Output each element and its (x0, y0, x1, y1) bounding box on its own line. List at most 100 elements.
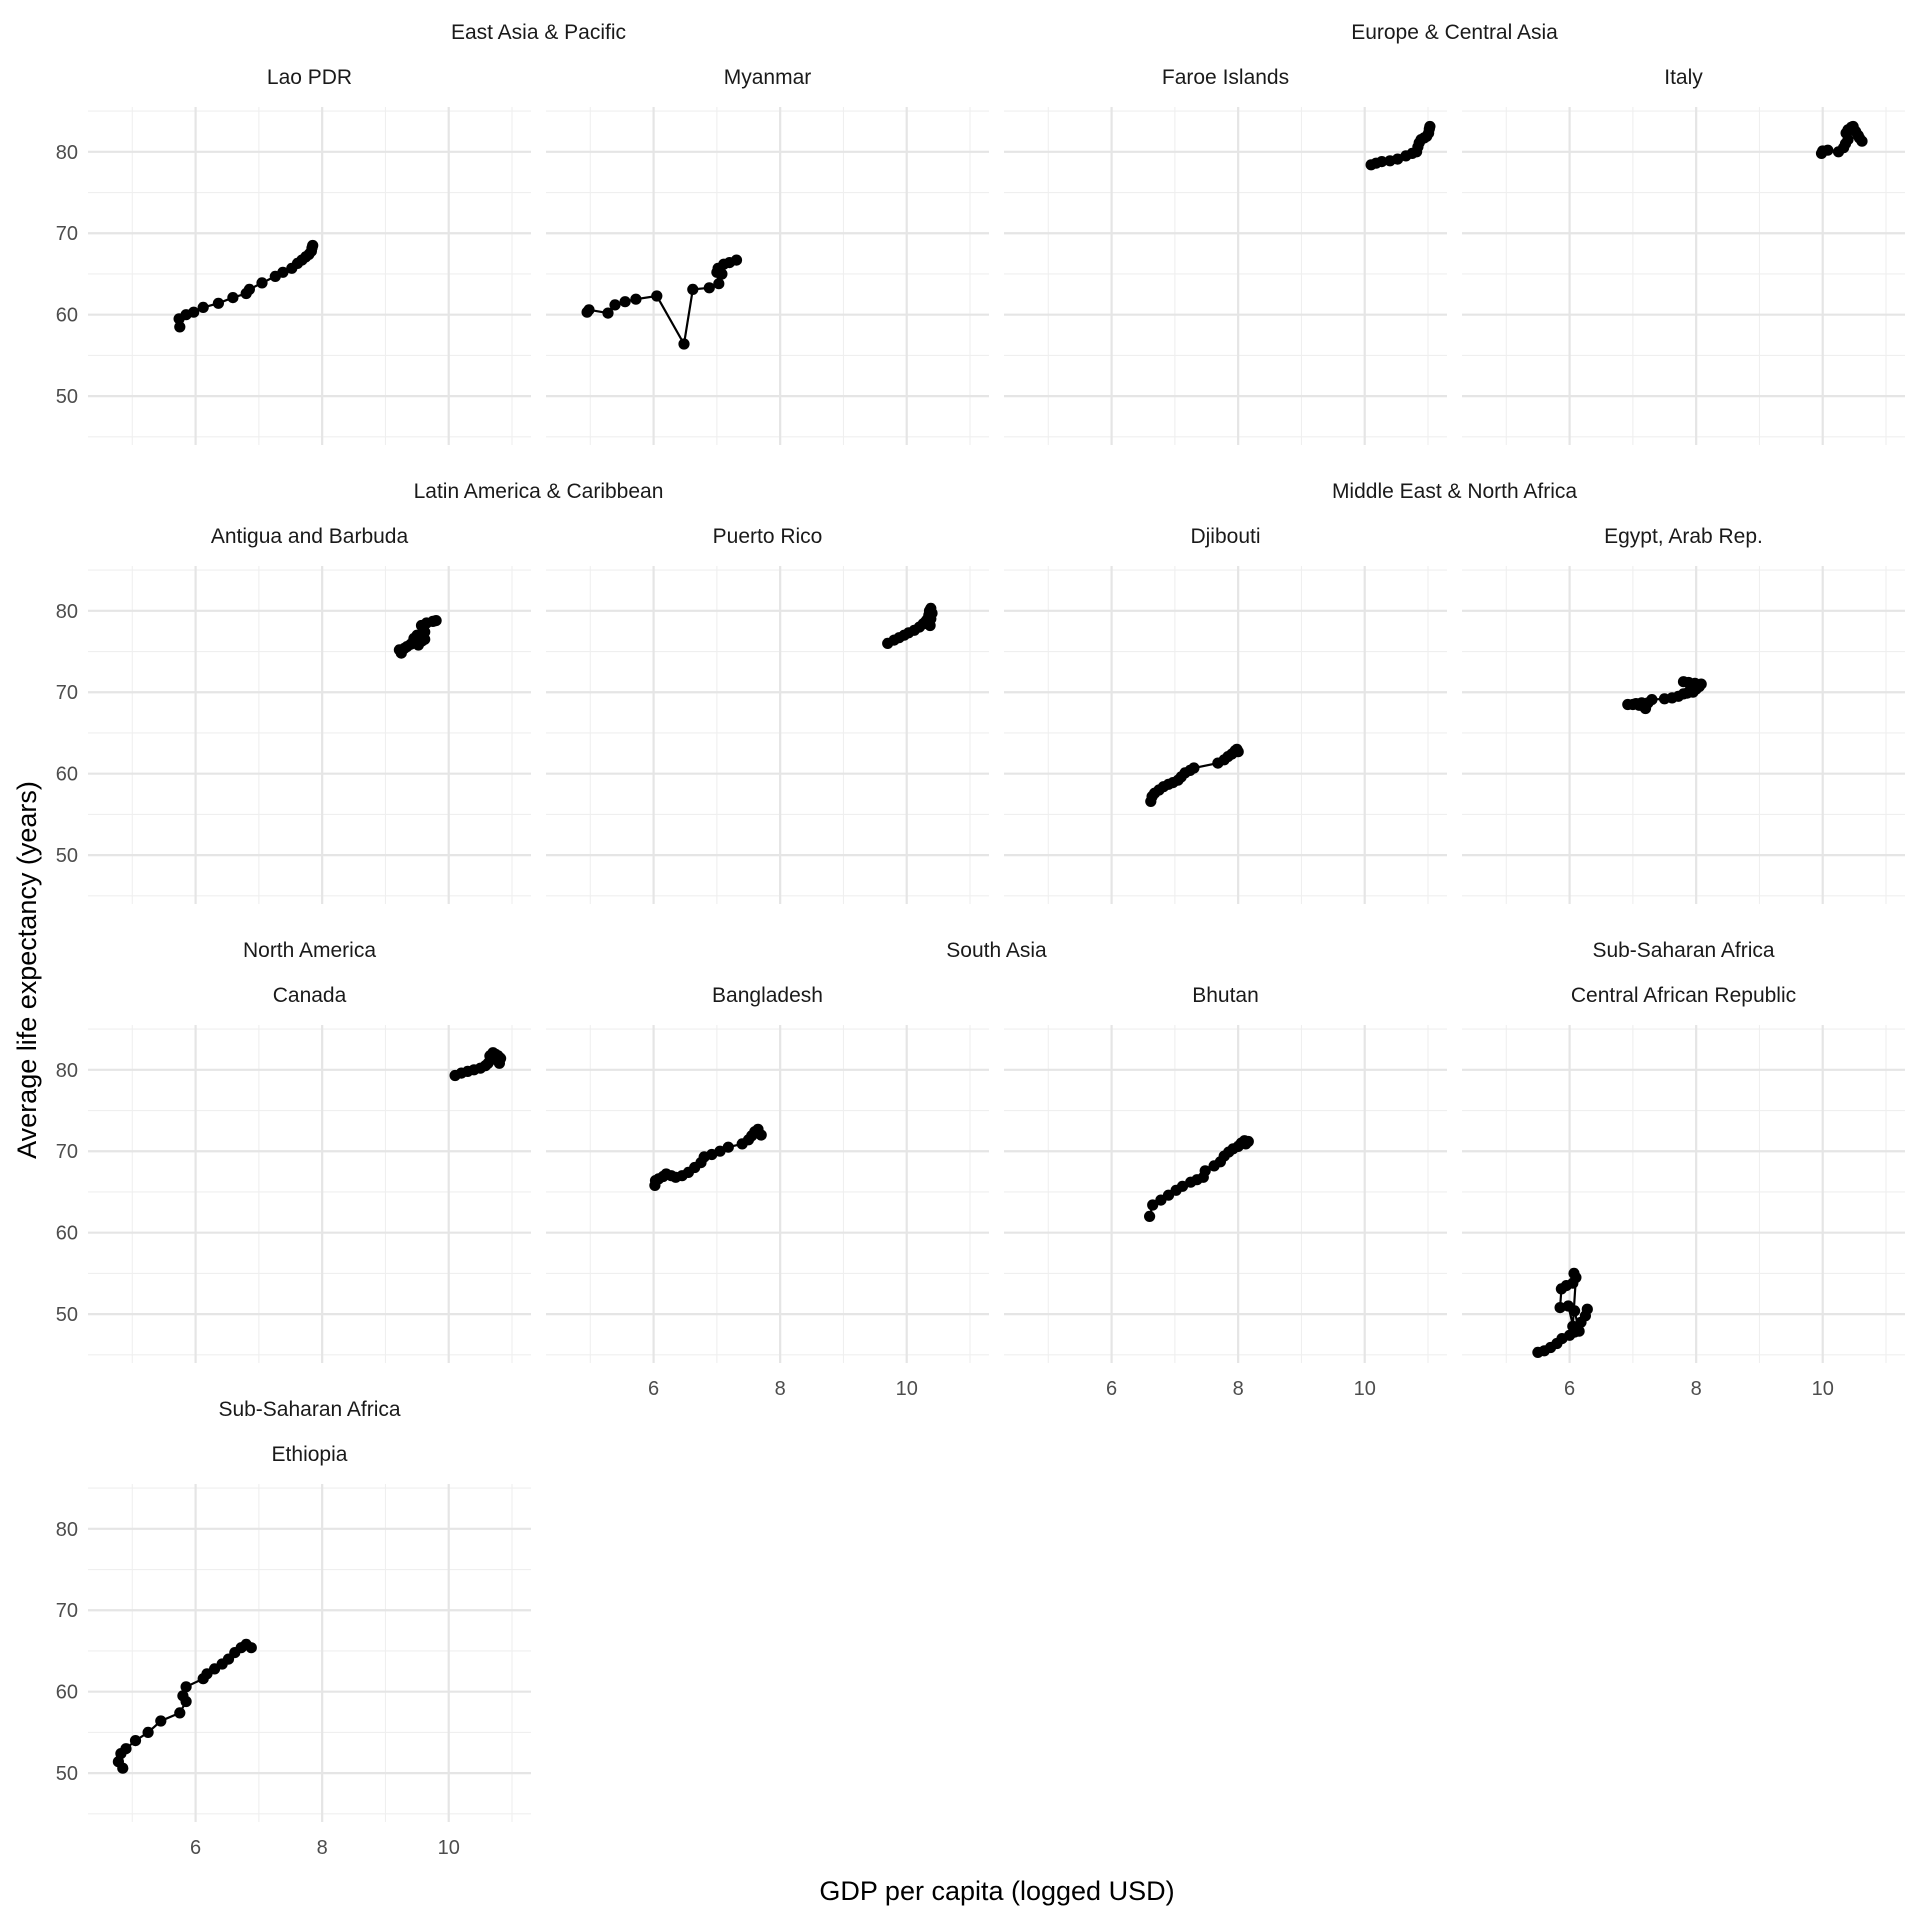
panels-layer: 50 60 70 80 Lao PDR Myanmar Faroe Islands Italy… (56, 21, 1905, 1859)
data-point (1376, 156, 1388, 168)
data-point (277, 266, 289, 278)
panel-central-african-republic: 6 8 10 Central African Republic (1462, 984, 1905, 1400)
y-tick-label: 70 (56, 1600, 78, 1622)
y-tick-label: 70 (56, 1141, 78, 1163)
panel-country-label: Bangladesh (712, 984, 823, 1007)
data-point (1581, 1303, 1593, 1315)
data-point (1856, 135, 1868, 147)
data-point (703, 282, 715, 294)
panel-country-label: Djibouti (1190, 525, 1260, 548)
data-point (1232, 746, 1244, 758)
region-strip-label: Middle East & North Africa (1332, 480, 1577, 503)
x-tick-label: 8 (317, 1837, 328, 1859)
data-point (924, 619, 936, 632)
x-tick-label: 10 (1812, 1378, 1834, 1400)
panel-country-label: Ethiopia (272, 1443, 348, 1466)
data-point (180, 1681, 192, 1693)
region-strip-label: Europe & Central Asia (1351, 21, 1558, 44)
y-tick-label: 80 (56, 1519, 78, 1541)
region-strip-label: East Asia & Pacific (451, 21, 626, 44)
panel-country-label: Canada (273, 984, 347, 1007)
data-point (155, 1715, 167, 1727)
y-tick-label: 80 (56, 142, 78, 164)
data-point (602, 307, 614, 319)
panel-puerto-rico: Puerto Rico (546, 525, 989, 904)
y-tick-label: 80 (56, 1060, 78, 1082)
data-point (1147, 1199, 1159, 1211)
data-point (1199, 1165, 1211, 1177)
y-tick-label: 60 (56, 1223, 78, 1245)
data-point (129, 1735, 142, 1747)
data-point (730, 254, 743, 266)
panel-egypt-arab-rep: Egypt, Arab Rep. (1462, 525, 1905, 904)
data-point (1424, 120, 1436, 133)
data-point (1144, 1210, 1156, 1222)
data-point (609, 299, 621, 311)
panel-bhutan: 6 8 10 Bhutan (1004, 984, 1447, 1400)
panel-country-label: Antigua and Barbuda (211, 525, 409, 548)
data-point (1570, 1271, 1582, 1284)
region-strip-label: South Asia (946, 939, 1047, 962)
panel-italy: Italy (1462, 66, 1905, 445)
x-tick-label: 6 (190, 1837, 201, 1859)
data-point (1646, 694, 1658, 706)
data-point (1554, 1302, 1566, 1314)
panel-country-label: Central African Republic (1571, 984, 1796, 1007)
panel-myanmar: Myanmar (546, 66, 989, 445)
panel-country-label: Faroe Islands (1162, 66, 1289, 89)
data-point (120, 1743, 132, 1755)
x-tick-label: 10 (438, 1837, 460, 1859)
data-point (117, 1762, 129, 1774)
data-point (630, 293, 642, 305)
data-point (1242, 1135, 1254, 1148)
data-point (1188, 762, 1200, 774)
panel-country-label: Bhutan (1192, 984, 1259, 1007)
data-point (722, 1141, 734, 1153)
data-point (307, 239, 319, 252)
x-tick-label: 6 (648, 1378, 659, 1400)
data-point (243, 283, 255, 295)
x-tick-label: 6 (1564, 1378, 1575, 1400)
y-tick-label: 80 (56, 601, 78, 623)
panel-country-label: Lao PDR (267, 66, 352, 89)
x-axis-title: GDP per capita (logged USD) (819, 1876, 1174, 1906)
x-tick-label: 8 (1691, 1378, 1702, 1400)
data-point (212, 297, 224, 309)
x-tick-label: 10 (896, 1378, 918, 1400)
y-tick-label: 60 (56, 764, 78, 786)
data-point (142, 1726, 154, 1738)
data-point (174, 321, 186, 333)
data-point (493, 1057, 505, 1069)
y-tick-label: 60 (56, 305, 78, 327)
region-strip-label: Latin America & Caribbean (414, 480, 664, 503)
y-tick-label: 70 (56, 682, 78, 704)
data-point (1822, 144, 1834, 156)
data-point (687, 283, 699, 295)
x-tick-label: 8 (775, 1378, 786, 1400)
data-point (174, 1707, 186, 1719)
region-strip-label: North America (243, 939, 376, 962)
data-point (714, 1145, 726, 1157)
data-point (716, 268, 728, 280)
data-point (227, 292, 239, 304)
data-point (651, 290, 663, 302)
panel-country-label: Italy (1664, 66, 1703, 89)
panel-bangladesh: 6 8 10 Bangladesh (546, 984, 989, 1400)
data-point (197, 301, 209, 313)
data-point (1573, 1325, 1585, 1337)
y-tick-label: 50 (56, 386, 78, 408)
data-point (245, 1642, 257, 1654)
y-tick-label: 60 (56, 1682, 78, 1704)
x-tick-label: 6 (1106, 1378, 1117, 1400)
x-tick-label: 10 (1354, 1378, 1376, 1400)
y-tick-label: 70 (56, 223, 78, 245)
panel-ethiopia: 50 60 70 80 6 8 10 Ethiopia (56, 1443, 531, 1859)
data-point (1569, 1305, 1581, 1317)
data-point (713, 278, 725, 290)
data-point (188, 306, 200, 318)
y-axis-title: Average life expectancy (years) (12, 781, 42, 1159)
panel-country-label: Myanmar (724, 66, 812, 89)
panel-faroe-islands: Faroe Islands (1004, 66, 1447, 445)
